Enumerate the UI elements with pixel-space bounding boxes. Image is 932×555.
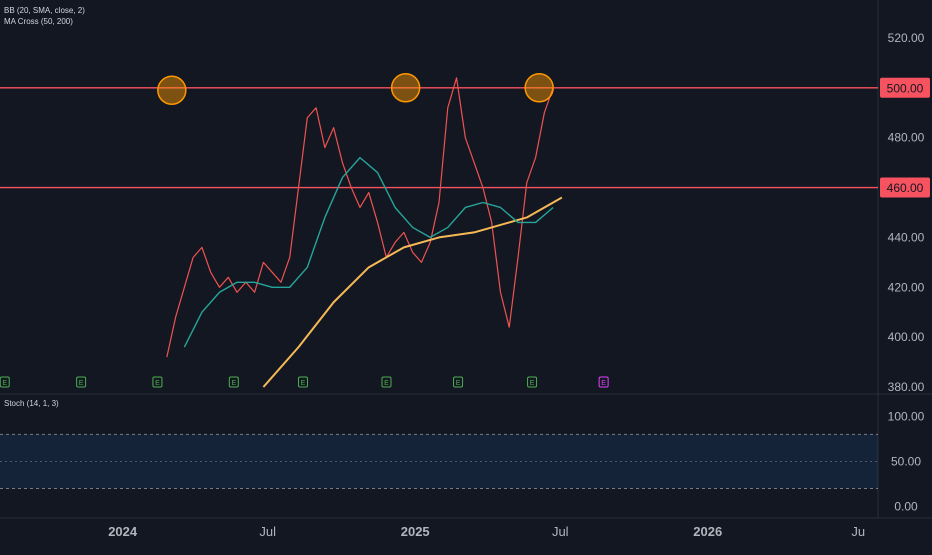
stoch-tick-label: 0.00 [894,500,918,514]
time-tick-label: Ju [851,524,865,539]
time-tick-label: Jul [259,524,276,539]
earnings-marker-label: E [456,380,461,387]
stoch-tick-label: 50.00 [891,454,921,468]
time-tick-label: 2026 [693,524,722,539]
price-tick-label: 440.00 [888,230,925,244]
price-tick-label: 420.00 [888,280,925,294]
earnings-marker [527,376,538,388]
earnings-marker-label: E [301,380,306,387]
series-line-price [166,77,554,358]
series-line-sma-200 [262,196,563,388]
indicator-label-ma-cross: MA Cross (50, 200) [4,17,73,26]
earnings-marker-label: E [384,380,389,387]
horizontal-level-label: 500.00 [887,81,924,95]
earnings-marker-label: E [155,380,160,387]
horizontal-level-badge [880,177,930,198]
stoch-tick-label: 100.00 [888,409,925,423]
earnings-marker-label: E [79,380,84,387]
earnings-marker-label: E [601,380,606,387]
highlight-circle [524,73,554,103]
price-tick-label: 400.00 [888,330,925,344]
earnings-marker [76,376,87,388]
earnings-marker [228,376,239,388]
highlight-circle [157,75,187,106]
earnings-marker [297,376,308,388]
time-tick-label: Jul [552,524,569,539]
earnings-marker [598,376,609,388]
indicator-label-bb: BB (20, SMA, close, 2) [4,6,85,15]
price-tick-label: 480.00 [888,131,925,145]
earnings-marker [0,376,10,388]
time-tick-label: 2024 [108,524,138,539]
earnings-marker [381,376,392,388]
time-tick-label: 2025 [401,524,430,539]
horizontal-level-badge [880,77,930,98]
series-line-sma-50 [183,156,554,348]
highlight-circle [390,73,421,103]
horizontal-level-label: 460.00 [887,181,924,195]
earnings-marker [453,376,464,388]
earnings-marker-label: E [231,380,236,387]
earnings-marker-label: E [530,380,535,387]
price-tick-label: 380.00 [888,380,925,394]
price-tick-label: 520.00 [888,31,925,45]
earnings-marker-label: E [2,380,7,387]
earnings-marker [152,376,163,388]
stoch-title: Stoch (14, 1, 3) [4,399,59,408]
